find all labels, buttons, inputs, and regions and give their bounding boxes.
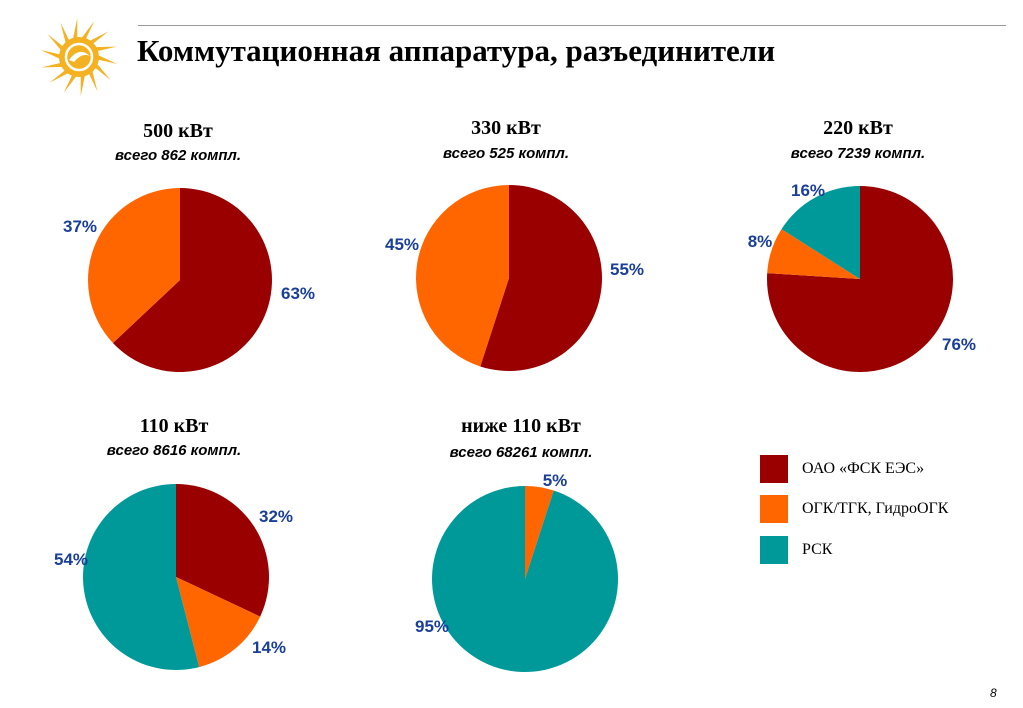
logo-ray <box>40 50 62 60</box>
page-number: 8 <box>990 686 997 700</box>
pie-slice <box>176 484 270 617</box>
logo-ray <box>96 54 118 64</box>
pie-slice <box>83 484 200 670</box>
slice-label: 5% <box>543 471 568 490</box>
chart-subtitle: всего 7239 компл. <box>791 145 925 162</box>
slice-label: 55% <box>610 260 644 279</box>
pie-chart-3: 220 кВт всего 7239 компл. 76% 8% 16% <box>748 117 976 372</box>
slice-label: 16% <box>791 181 825 200</box>
pie-chart-4: 110 кВт всего 8616 компл. 32% 14% 54% <box>54 415 293 670</box>
chart-title: ниже 110 кВт <box>461 415 581 437</box>
chart-title: 110 кВт <box>140 415 209 437</box>
slice-label: 45% <box>385 235 419 254</box>
pie-chart-5: ниже 110 кВт всего 68261 компл. 5% 95% <box>415 415 619 673</box>
legend-label-rsk: РСК <box>802 541 833 558</box>
slice-label: 37% <box>63 217 97 236</box>
page-title: Коммутационная аппаратура, разъединители <box>137 33 776 68</box>
pie-slice <box>112 188 272 373</box>
logo-ray <box>94 46 117 52</box>
slice-label: 63% <box>281 284 315 303</box>
logo-ray <box>80 21 95 41</box>
pie-slice <box>415 185 509 367</box>
slice-label: 32% <box>259 507 293 526</box>
pie-slice <box>525 486 554 579</box>
pie-chart-2: 330 кВт всего 525 компл. 55% 45% <box>385 117 644 371</box>
logo-ray <box>41 62 64 68</box>
logo-ray <box>72 18 78 41</box>
slice-label: 54% <box>54 550 88 569</box>
pie-slice <box>767 229 860 279</box>
slice-label: 14% <box>252 638 286 657</box>
legend-swatch-rsk <box>760 536 788 564</box>
logo-ray <box>63 73 78 93</box>
chart-subtitle: всего 8616 компл. <box>107 442 241 459</box>
pie-slice <box>87 187 180 343</box>
chart-title: 220 кВт <box>823 117 893 139</box>
logo-ray <box>88 69 98 92</box>
logo-ray <box>80 73 86 96</box>
logo-ray <box>88 31 109 45</box>
pie-slice <box>480 185 602 371</box>
legend-label-ogk: ОГК/ТГК, ГидроОГК <box>802 500 949 517</box>
chart-title: 330 кВт <box>471 117 541 139</box>
legend-label-fsk: ОАО «ФСК ЕЭС» <box>802 460 925 477</box>
sun-logo-icon <box>40 18 118 96</box>
slice-label: 76% <box>942 335 976 354</box>
legend-item-fsk: ОАО «ФСК ЕЭС» <box>760 455 1010 485</box>
pie-slice <box>781 186 860 279</box>
chart-subtitle: всего 862 компл. <box>115 147 241 164</box>
chart-subtitle: всего 68261 компл. <box>450 444 593 461</box>
header-divider <box>138 25 1006 26</box>
legend-item-ogk: ОГК/ТГК, ГидроОГК <box>760 495 1010 525</box>
logo-ray <box>47 34 64 52</box>
legend-swatch-fsk <box>760 455 788 483</box>
logo-ray <box>60 22 70 45</box>
slice-label: 95% <box>415 617 449 636</box>
pie-chart-1: 500 кВт всего 862 компл. 63% 37% <box>63 120 315 373</box>
logo-ray <box>94 62 111 80</box>
pie-slice <box>432 486 619 673</box>
chart-subtitle: всего 525 компл. <box>443 145 569 162</box>
slice-label: 8% <box>748 232 773 251</box>
logo-ray <box>49 69 70 83</box>
legend-swatch-ogk <box>760 495 788 523</box>
chart-title: 500 кВт <box>143 120 213 142</box>
pie-slice <box>176 577 261 668</box>
legend-item-rsk: РСК <box>760 536 1010 566</box>
pie-slice <box>766 186 953 372</box>
